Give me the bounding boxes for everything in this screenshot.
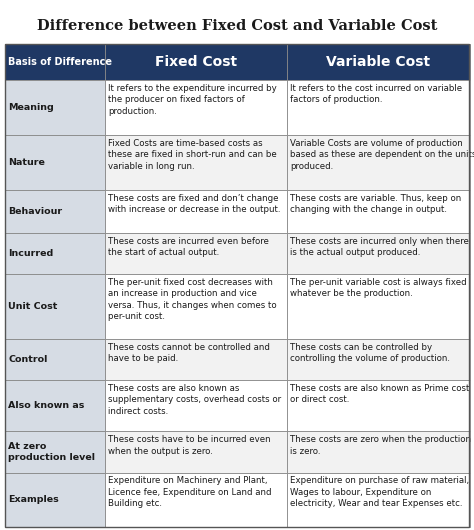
Bar xyxy=(105,473,287,527)
Bar xyxy=(105,135,287,190)
Bar xyxy=(287,233,470,273)
Bar xyxy=(287,135,470,190)
Text: Incurred: Incurred xyxy=(8,249,53,258)
Text: These costs are incurred even before
the start of actual output.: These costs are incurred even before the… xyxy=(108,236,269,257)
Bar xyxy=(5,8,469,44)
Text: These costs can be controlled by
controlling the volume of production.: These costs can be controlled by control… xyxy=(291,343,450,363)
Text: These costs are variable. Thus, keep on
changing with the change in output.: These costs are variable. Thus, keep on … xyxy=(291,193,462,214)
Text: Unit Cost: Unit Cost xyxy=(8,302,57,311)
Text: Fixed Cost: Fixed Cost xyxy=(155,55,237,69)
Bar xyxy=(287,190,470,233)
Bar xyxy=(5,431,105,473)
Text: These costs have to be incurred even
when the output is zero.: These costs have to be incurred even whe… xyxy=(108,435,271,456)
Text: These costs are zero when the production
is zero.: These costs are zero when the production… xyxy=(291,435,472,456)
Text: Also known as: Also known as xyxy=(8,401,84,410)
Text: Behaviour: Behaviour xyxy=(8,207,62,216)
Bar xyxy=(5,380,105,431)
Bar xyxy=(5,80,105,135)
Text: These costs are also known as Prime cost
or direct cost.: These costs are also known as Prime cost… xyxy=(291,384,470,404)
Text: These costs are incurred only when there
is the actual output produced.: These costs are incurred only when there… xyxy=(291,236,469,257)
Bar xyxy=(5,273,105,339)
Text: Fixed Costs are time-based costs as
these are fixed in short-run and can be
vari: Fixed Costs are time-based costs as thes… xyxy=(108,139,277,171)
Text: Nature: Nature xyxy=(8,158,45,167)
Bar xyxy=(5,473,105,527)
Bar xyxy=(105,80,287,135)
Text: Difference between Fixed Cost and Variable Cost: Difference between Fixed Cost and Variab… xyxy=(37,19,437,33)
Text: These costs cannot be controlled and
have to be paid.: These costs cannot be controlled and hav… xyxy=(108,343,270,363)
Bar xyxy=(105,431,287,473)
Bar xyxy=(5,339,105,380)
Bar xyxy=(287,44,470,80)
Text: Meaning: Meaning xyxy=(8,103,54,112)
Text: The per-unit variable cost is always fixed
whatever be the production.: The per-unit variable cost is always fix… xyxy=(291,278,467,298)
Bar xyxy=(287,339,470,380)
Text: Variable Costs are volume of production
based as these are dependent on the unit: Variable Costs are volume of production … xyxy=(291,139,474,171)
Bar xyxy=(287,380,470,431)
Bar xyxy=(287,273,470,339)
Text: Expenditure on Machinery and Plant,
Licence fee, Expenditure on Land and
Buildin: Expenditure on Machinery and Plant, Lice… xyxy=(108,476,272,508)
Bar xyxy=(5,44,105,80)
Bar xyxy=(287,431,470,473)
Text: These costs are also known as
supplementary costs, overhead costs or
indirect co: These costs are also known as supplement… xyxy=(108,384,281,416)
Bar xyxy=(105,190,287,233)
Bar xyxy=(105,44,287,80)
Bar xyxy=(5,190,105,233)
Bar xyxy=(105,380,287,431)
Text: It refers to the expenditure incurred by
the producer on fixed factors of
produc: It refers to the expenditure incurred by… xyxy=(108,84,277,116)
Bar xyxy=(287,473,470,527)
Bar xyxy=(105,339,287,380)
Text: Variable Cost: Variable Cost xyxy=(327,55,430,69)
Bar xyxy=(105,233,287,273)
Text: The per-unit fixed cost decreases with
an increase in production and vice
versa.: The per-unit fixed cost decreases with a… xyxy=(108,278,276,321)
Bar xyxy=(5,135,105,190)
Text: It refers to the cost incurred on variable
factors of production.: It refers to the cost incurred on variab… xyxy=(291,84,463,104)
Text: At zero
production level: At zero production level xyxy=(8,441,95,462)
Text: Expenditure on purchase of raw material,
Wages to labour, Expenditure on
electri: Expenditure on purchase of raw material,… xyxy=(291,476,470,508)
Bar xyxy=(5,233,105,273)
Text: Control: Control xyxy=(8,355,47,364)
Text: These costs are fixed and don’t change
with increase or decrease in the output.: These costs are fixed and don’t change w… xyxy=(108,193,281,214)
Text: Basis of Difference: Basis of Difference xyxy=(8,57,112,67)
Bar xyxy=(105,273,287,339)
Text: Examples: Examples xyxy=(8,496,59,505)
Bar xyxy=(287,80,470,135)
